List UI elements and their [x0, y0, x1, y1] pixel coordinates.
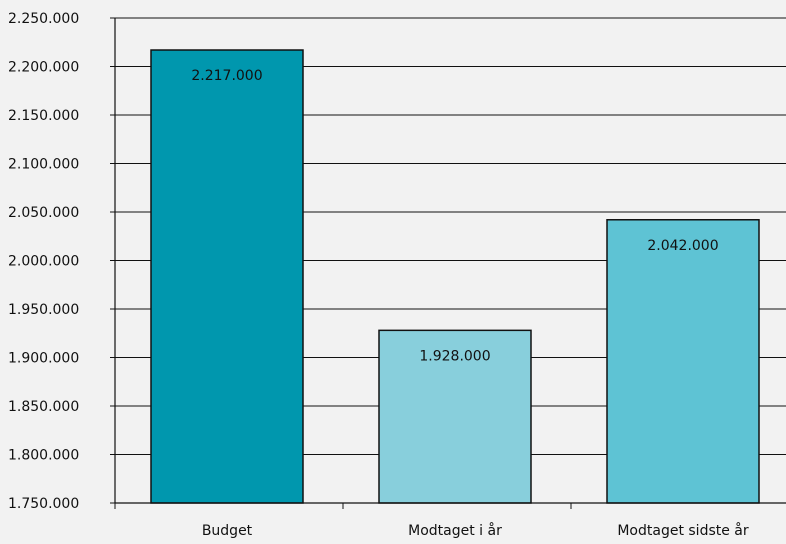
- y-tick-label: 1.950.000: [8, 302, 79, 318]
- bar-3: [606, 219, 760, 504]
- x-category-label: Modtaget i år: [408, 522, 502, 539]
- bar-1: [150, 49, 304, 504]
- y-tick-label: 2.200.000: [8, 60, 79, 76]
- y-tick-label: 1.750.000: [8, 496, 79, 512]
- bars: [150, 49, 760, 504]
- y-tick-label: 2.100.000: [8, 157, 79, 173]
- bar-2: [378, 329, 532, 504]
- y-tick-label: 2.150.000: [8, 108, 79, 124]
- data-labels: 2.217.000 1.928.000 2.042.000: [191, 68, 718, 364]
- y-tick-label: 1.850.000: [8, 399, 79, 415]
- y-tick-label: 2.250.000: [8, 11, 79, 27]
- y-tick-labels: 1.750.000 1.800.000 1.850.000 1.900.000 1.95…: [8, 11, 79, 512]
- y-tick-label: 2.000.000: [8, 254, 79, 270]
- y-tick-label: 2.050.000: [8, 205, 79, 221]
- axes: [110, 17, 786, 509]
- data-label: 2.042.000: [647, 238, 718, 254]
- data-label: 2.217.000: [191, 68, 262, 84]
- y-tick-label: 1.800.000: [8, 448, 79, 464]
- x-category-labels: Budget Modtaget i år Modtaget sidste år: [202, 522, 749, 539]
- data-label: 1.928.000: [419, 348, 490, 364]
- x-category-label: Budget: [202, 523, 253, 539]
- x-category-label: Modtaget sidste år: [617, 522, 749, 539]
- y-tick-label: 1.900.000: [8, 351, 79, 367]
